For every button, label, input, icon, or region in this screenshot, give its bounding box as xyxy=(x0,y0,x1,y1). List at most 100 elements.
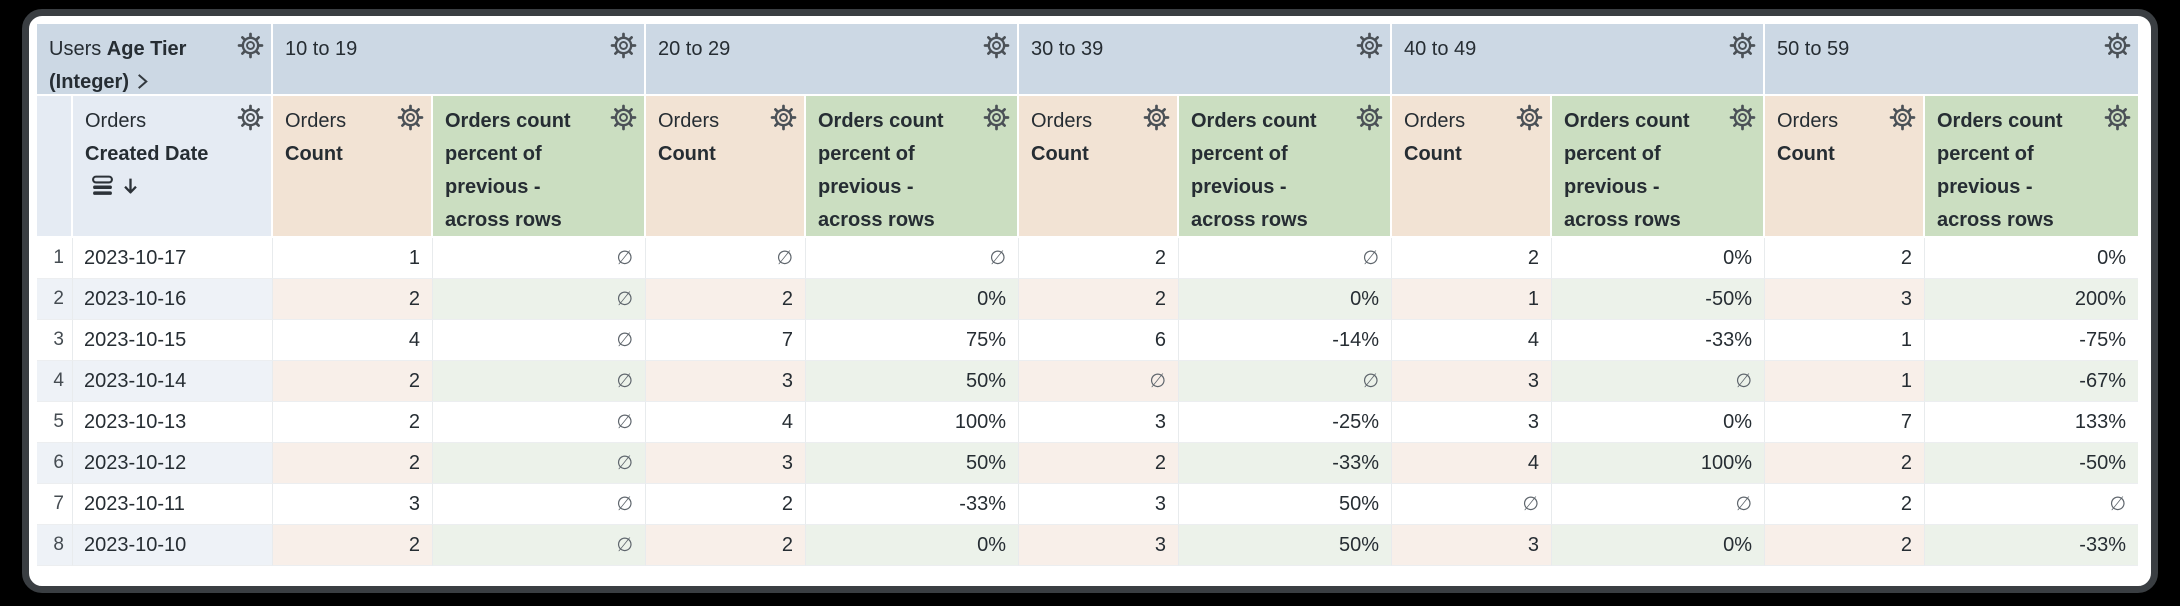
pivot-value-header-10-19[interactable]: 10 to 19 xyxy=(273,24,646,96)
pivot-value-header-20-29[interactable]: 20 to 29 xyxy=(646,24,1019,96)
gear-icon[interactable] xyxy=(237,104,264,131)
percent-of-previous-cell-30-39[interactable]: 0% xyxy=(1179,279,1392,320)
gear-icon[interactable] xyxy=(237,32,264,59)
percent-of-previous-cell-40-49[interactable]: 0% xyxy=(1552,238,1765,279)
percent-of-previous-cell-50-59[interactable]: 133% xyxy=(1925,402,2138,443)
percent-of-previous-cell-10-19[interactable]: ∅ xyxy=(433,484,646,525)
orders-count-cell-10-19[interactable]: 2 xyxy=(273,402,433,443)
orders-count-cell-30-39[interactable]: 2 xyxy=(1019,443,1179,484)
orders-count-cell-50-59[interactable]: 2 xyxy=(1765,238,1925,279)
percent-of-previous-cell-20-29[interactable]: 0% xyxy=(806,279,1019,320)
orders-count-cell-30-39[interactable]: 6 xyxy=(1019,320,1179,361)
orders-count-cell-20-29[interactable]: 3 xyxy=(646,443,806,484)
orders-count-cell-10-19[interactable]: 2 xyxy=(273,525,433,566)
orders-count-cell-30-39[interactable]: 3 xyxy=(1019,525,1179,566)
orders-count-cell-40-49[interactable]: 3 xyxy=(1392,525,1552,566)
percent-of-previous-cell-10-19[interactable]: ∅ xyxy=(433,525,646,566)
orders-count-cell-20-29[interactable]: 2 xyxy=(646,279,806,320)
percent-of-previous-cell-40-49[interactable]: ∅ xyxy=(1552,484,1765,525)
percent-of-previous-cell-10-19[interactable]: ∅ xyxy=(433,238,646,279)
gear-icon[interactable] xyxy=(1516,104,1543,131)
orders-count-cell-40-49[interactable]: 3 xyxy=(1392,402,1552,443)
percent-of-previous-cell-50-59[interactable]: -67% xyxy=(1925,361,2138,402)
percent-of-previous-cell-10-19[interactable]: ∅ xyxy=(433,402,646,443)
orders-count-cell-30-39[interactable]: 3 xyxy=(1019,484,1179,525)
orders-count-cell-30-39[interactable]: ∅ xyxy=(1019,361,1179,402)
sort-descending-icon[interactable] xyxy=(120,175,141,208)
date-cell[interactable]: 2023-10-13 xyxy=(73,402,273,443)
percent-of-previous-header[interactable]: Orders count percent of previous - acros… xyxy=(806,96,1019,238)
percent-of-previous-cell-20-29[interactable]: 100% xyxy=(806,402,1019,443)
gear-icon[interactable] xyxy=(1729,104,1756,131)
gear-icon[interactable] xyxy=(1889,104,1916,131)
orders-count-cell-50-59[interactable]: 1 xyxy=(1765,320,1925,361)
percent-of-previous-header[interactable]: Orders count percent of previous - acros… xyxy=(1179,96,1392,238)
orders-count-cell-40-49[interactable]: 1 xyxy=(1392,279,1552,320)
orders-count-header[interactable]: Orders Count xyxy=(273,96,433,238)
percent-of-previous-cell-50-59[interactable]: -33% xyxy=(1925,525,2138,566)
percent-of-previous-cell-50-59[interactable]: 0% xyxy=(1925,238,2138,279)
percent-of-previous-cell-30-39[interactable]: -14% xyxy=(1179,320,1392,361)
pivot-dimension-header[interactable]: Users Age Tier (Integer) xyxy=(37,24,273,96)
percent-of-previous-cell-40-49[interactable]: -33% xyxy=(1552,320,1765,361)
percent-of-previous-cell-30-39[interactable]: 50% xyxy=(1179,525,1392,566)
orders-count-cell-50-59[interactable]: 7 xyxy=(1765,402,1925,443)
date-cell[interactable]: 2023-10-10 xyxy=(73,525,273,566)
percent-of-previous-cell-50-59[interactable]: -75% xyxy=(1925,320,2138,361)
orders-count-cell-40-49[interactable]: 3 xyxy=(1392,361,1552,402)
percent-of-previous-cell-10-19[interactable]: ∅ xyxy=(433,361,646,402)
orders-count-cell-20-29[interactable]: 2 xyxy=(646,525,806,566)
orders-count-cell-50-59[interactable]: 2 xyxy=(1765,525,1925,566)
percent-of-previous-header[interactable]: Orders count percent of previous - acros… xyxy=(1552,96,1765,238)
percent-of-previous-cell-30-39[interactable]: -33% xyxy=(1179,443,1392,484)
gear-icon[interactable] xyxy=(1143,104,1170,131)
percent-of-previous-cell-30-39[interactable]: ∅ xyxy=(1179,238,1392,279)
percent-of-previous-cell-50-59[interactable]: ∅ xyxy=(1925,484,2138,525)
orders-count-cell-50-59[interactable]: 1 xyxy=(1765,361,1925,402)
percent-of-previous-cell-40-49[interactable]: 0% xyxy=(1552,402,1765,443)
orders-count-cell-10-19[interactable]: 1 xyxy=(273,238,433,279)
percent-of-previous-cell-20-29[interactable]: 50% xyxy=(806,443,1019,484)
orders-count-cell-20-29[interactable]: 7 xyxy=(646,320,806,361)
percent-of-previous-cell-30-39[interactable]: 50% xyxy=(1179,484,1392,525)
gear-icon[interactable] xyxy=(610,104,637,131)
orders-count-cell-20-29[interactable]: 3 xyxy=(646,361,806,402)
pivot-value-header-30-39[interactable]: 30 to 39 xyxy=(1019,24,1392,96)
orders-count-cell-40-49[interactable]: ∅ xyxy=(1392,484,1552,525)
gear-icon[interactable] xyxy=(983,104,1010,131)
gear-icon[interactable] xyxy=(2104,104,2131,131)
date-cell[interactable]: 2023-10-16 xyxy=(73,279,273,320)
percent-of-previous-header[interactable]: Orders count percent of previous - acros… xyxy=(1925,96,2138,238)
gear-icon[interactable] xyxy=(610,32,637,59)
date-cell[interactable]: 2023-10-17 xyxy=(73,238,273,279)
orders-count-cell-50-59[interactable]: 2 xyxy=(1765,443,1925,484)
percent-of-previous-cell-10-19[interactable]: ∅ xyxy=(433,443,646,484)
date-granularity-icon[interactable] xyxy=(91,174,114,208)
orders-count-cell-10-19[interactable]: 2 xyxy=(273,279,433,320)
percent-of-previous-cell-30-39[interactable]: -25% xyxy=(1179,402,1392,443)
gear-icon[interactable] xyxy=(397,104,424,131)
date-cell[interactable]: 2023-10-14 xyxy=(73,361,273,402)
row-dimension-header[interactable]: Orders Created Date xyxy=(73,96,273,238)
orders-count-cell-30-39[interactable]: 2 xyxy=(1019,279,1179,320)
orders-count-cell-10-19[interactable]: 2 xyxy=(273,443,433,484)
date-cell[interactable]: 2023-10-15 xyxy=(73,320,273,361)
percent-of-previous-cell-20-29[interactable]: 0% xyxy=(806,525,1019,566)
orders-count-cell-50-59[interactable]: 2 xyxy=(1765,484,1925,525)
percent-of-previous-cell-50-59[interactable]: -50% xyxy=(1925,443,2138,484)
percent-of-previous-cell-50-59[interactable]: 200% xyxy=(1925,279,2138,320)
percent-of-previous-cell-20-29[interactable]: 50% xyxy=(806,361,1019,402)
percent-of-previous-header[interactable]: Orders count percent of previous - acros… xyxy=(433,96,646,238)
percent-of-previous-cell-10-19[interactable]: ∅ xyxy=(433,320,646,361)
orders-count-cell-20-29[interactable]: ∅ xyxy=(646,238,806,279)
gear-icon[interactable] xyxy=(1729,32,1756,59)
percent-of-previous-cell-40-49[interactable]: ∅ xyxy=(1552,361,1765,402)
percent-of-previous-cell-30-39[interactable]: ∅ xyxy=(1179,361,1392,402)
orders-count-cell-10-19[interactable]: 4 xyxy=(273,320,433,361)
gear-icon[interactable] xyxy=(770,104,797,131)
percent-of-previous-cell-40-49[interactable]: -50% xyxy=(1552,279,1765,320)
pivot-value-header-50-59[interactable]: 50 to 59 xyxy=(1765,24,2138,96)
percent-of-previous-cell-40-49[interactable]: 100% xyxy=(1552,443,1765,484)
percent-of-previous-cell-20-29[interactable]: 75% xyxy=(806,320,1019,361)
date-cell[interactable]: 2023-10-11 xyxy=(73,484,273,525)
